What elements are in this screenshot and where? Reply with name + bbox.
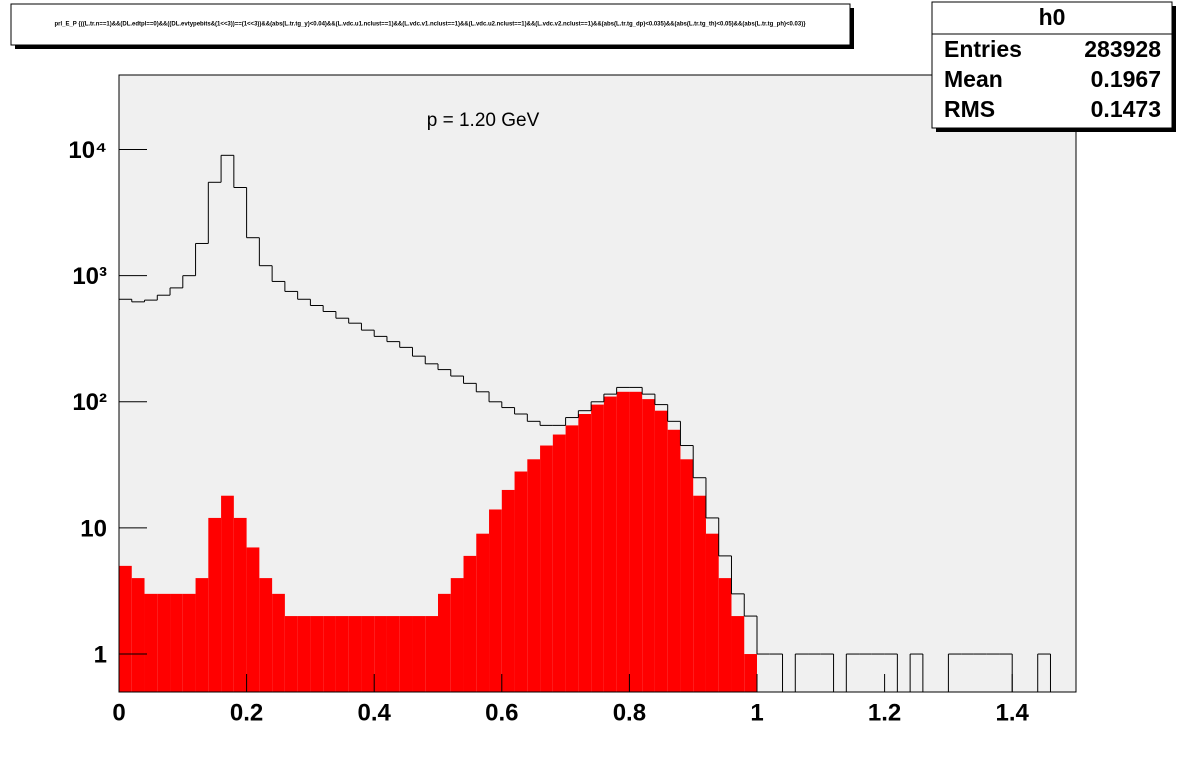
bar <box>157 593 171 692</box>
bar <box>744 654 757 692</box>
bar <box>450 578 464 692</box>
bar <box>144 593 158 692</box>
bar <box>182 593 196 692</box>
y-tick-label: 10⁴ <box>68 137 107 164</box>
bar <box>119 565 132 692</box>
bar <box>591 404 604 692</box>
bar <box>386 616 400 692</box>
bar <box>514 471 528 692</box>
bar <box>208 517 222 692</box>
x-tick-label: 0.4 <box>358 699 392 726</box>
y-tick-label: 10³ <box>72 263 107 290</box>
y-tick-label: 10² <box>72 389 107 416</box>
bar <box>731 616 745 692</box>
bar <box>297 616 311 692</box>
bar <box>463 555 477 692</box>
bar <box>412 616 426 692</box>
annotation: p = 1.20 GeV <box>427 110 540 131</box>
title-box <box>10 3 851 46</box>
stats-value: 283928 <box>1084 36 1161 62</box>
bar <box>272 593 285 692</box>
stats-value: 0.1473 <box>1091 96 1161 122</box>
bar <box>629 391 643 692</box>
bar <box>233 517 247 692</box>
bar <box>195 578 209 692</box>
bar <box>374 616 387 692</box>
stats-label: RMS <box>944 96 995 122</box>
bar <box>718 578 732 692</box>
x-tick-label: 0 <box>112 699 125 726</box>
stats-label: Mean <box>944 66 1003 92</box>
bar <box>642 399 655 692</box>
bar <box>170 593 183 692</box>
bar <box>501 489 515 692</box>
bar <box>476 533 490 692</box>
bar <box>565 425 579 692</box>
x-tick-label: 1.4 <box>996 699 1030 726</box>
x-tick-label: 1.2 <box>868 699 901 726</box>
bar <box>348 616 362 692</box>
x-tick-label: 0.6 <box>485 699 518 726</box>
bar <box>361 616 375 692</box>
bar <box>578 414 592 692</box>
bar <box>552 434 566 692</box>
bar <box>693 495 706 692</box>
bar <box>323 616 336 692</box>
bar <box>131 578 145 692</box>
stats-label: Entries <box>944 36 1022 62</box>
bar <box>399 616 413 692</box>
stats-title: h0 <box>1039 4 1066 30</box>
bar <box>335 616 349 692</box>
stats-value: 0.1967 <box>1091 66 1161 92</box>
bar <box>259 578 273 692</box>
y-tick-label: 10 <box>80 515 107 542</box>
bar <box>680 459 694 692</box>
bar <box>438 593 451 692</box>
bar <box>489 509 502 692</box>
bar <box>310 616 324 692</box>
bar <box>540 445 553 692</box>
bar <box>527 459 541 692</box>
chart-title: prl_E_P {((L.tr.n==1)&&(DL.edtpl==0)&&((… <box>54 22 806 28</box>
bar <box>705 533 719 692</box>
bar <box>246 547 260 692</box>
bar <box>284 616 298 692</box>
bar <box>221 495 234 692</box>
y-tick-label: 1 <box>94 641 107 668</box>
x-tick-label: 1 <box>750 699 763 726</box>
bar <box>425 616 438 692</box>
x-tick-label: 0.2 <box>230 699 263 726</box>
bar <box>667 429 681 692</box>
bar <box>654 410 668 692</box>
x-tick-label: 0.8 <box>613 699 646 726</box>
stats-box <box>931 1 1173 129</box>
bar <box>616 391 630 692</box>
bar <box>603 396 617 692</box>
